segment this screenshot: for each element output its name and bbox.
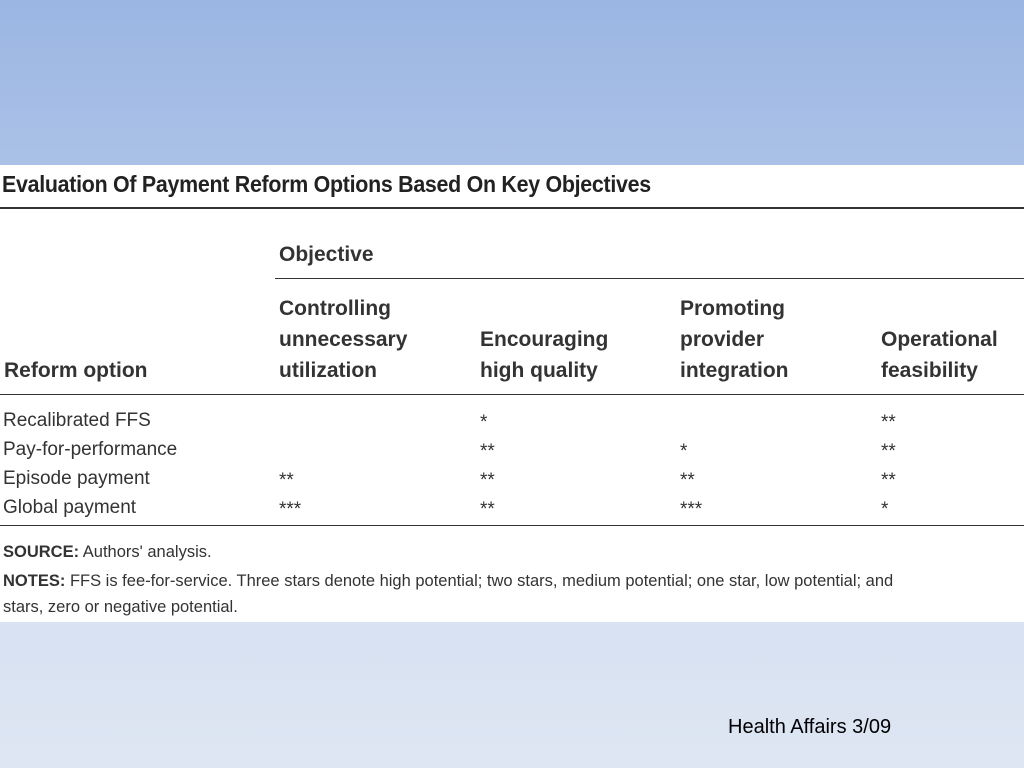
divider [0, 207, 1024, 209]
reform-option-cell: Pay-for-performance [3, 439, 178, 460]
header-line: provider [680, 328, 765, 351]
notes-label: NOTES: [3, 572, 66, 590]
rating-cell: *** [680, 499, 703, 520]
rating-cell: * [881, 499, 889, 520]
rating-cell: ** [480, 499, 495, 520]
rating-cell: * [480, 412, 488, 433]
rating-cell: ** [881, 470, 896, 491]
header-line: integration [680, 359, 789, 382]
header-line: Controlling [279, 297, 391, 320]
source-label: SOURCE: [3, 543, 80, 561]
column-header-quality: Encouraging high quality [480, 324, 608, 386]
source-text: Authors' analysis. [82, 543, 212, 561]
rating-cell: ** [480, 470, 495, 491]
notes-continued: stars, zero or negative potential. [3, 598, 238, 616]
reform-option-cell: Recalibrated FFS [3, 410, 151, 431]
reform-option-cell: Episode payment [3, 468, 150, 489]
notes: NOTES: FFS is fee-for-service. Three sta… [3, 568, 893, 594]
source-note: SOURCE: Authors' analysis. [3, 539, 212, 565]
column-header-utilization: Controlling unnecessary utilization [279, 293, 407, 386]
divider [0, 394, 1024, 395]
header-line: Operational [881, 328, 998, 351]
objective-header: Objective [279, 243, 374, 266]
table-image: Evaluation Of Payment Reform Options Bas… [0, 165, 1024, 622]
reform-option-header: Reform option [4, 359, 148, 382]
rating-cell: ** [279, 470, 294, 491]
notes-text: FFS is fee-for-service. Three stars deno… [69, 572, 894, 590]
header-line: utilization [279, 359, 377, 382]
header-line: Promoting [680, 297, 785, 320]
divider [275, 278, 1024, 279]
rating-cell: * [680, 441, 688, 462]
rating-cell: ** [881, 412, 896, 433]
column-header-integration: Promoting provider integration [680, 293, 789, 386]
column-header-feasibility: Operational feasibility [881, 324, 998, 386]
header-line: Encouraging [480, 328, 609, 351]
header-line: unnecessary [279, 328, 408, 351]
reform-option-cell: Global payment [3, 497, 137, 518]
table-title: Evaluation Of Payment Reform Options Bas… [2, 171, 651, 197]
header-line: feasibility [881, 359, 978, 382]
header-line: high quality [480, 359, 598, 382]
rating-cell: ** [881, 441, 896, 462]
rating-cell: *** [279, 499, 302, 520]
rating-cell: ** [480, 441, 495, 462]
rating-cell: ** [680, 470, 695, 491]
divider [0, 525, 1024, 526]
footer-citation: Health Affairs 3/09 [728, 716, 892, 738]
